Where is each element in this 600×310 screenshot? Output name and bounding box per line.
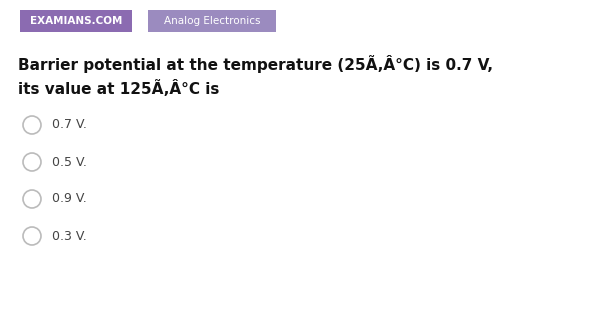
Text: EXAMIANS.COM: EXAMIANS.COM (30, 16, 122, 26)
Circle shape (23, 116, 41, 134)
FancyBboxPatch shape (148, 10, 276, 32)
Circle shape (23, 227, 41, 245)
Text: 0.3 V.: 0.3 V. (52, 229, 87, 242)
Text: 0.9 V.: 0.9 V. (52, 193, 87, 206)
Text: its value at 125Ã,Â°C is: its value at 125Ã,Â°C is (18, 80, 220, 97)
Text: Barrier potential at the temperature (25Ã,Â°C) is 0.7 V,: Barrier potential at the temperature (25… (18, 55, 493, 73)
Text: 0.7 V.: 0.7 V. (52, 118, 87, 131)
Circle shape (23, 153, 41, 171)
Text: 0.5 V.: 0.5 V. (52, 156, 87, 169)
FancyBboxPatch shape (20, 10, 132, 32)
Circle shape (23, 190, 41, 208)
Text: Analog Electronics: Analog Electronics (164, 16, 260, 26)
